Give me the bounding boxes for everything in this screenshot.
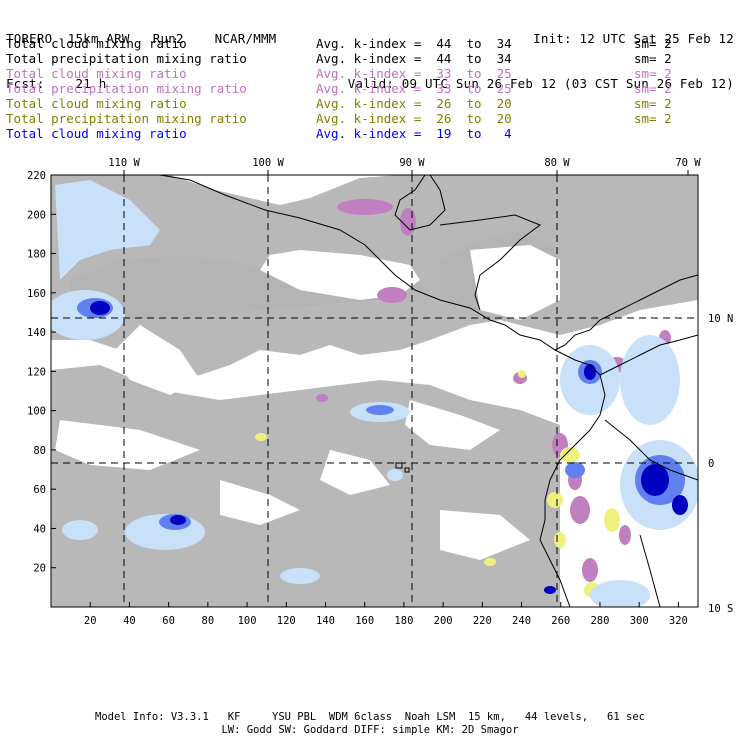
lon-label: 80 W bbox=[544, 157, 570, 169]
x-tick-label: 200 bbox=[434, 615, 453, 627]
lat-lon-grid bbox=[51, 175, 698, 607]
legend-field-name: Total cloud mixing ratio bbox=[6, 66, 187, 81]
y-tick-label: 140 bbox=[27, 327, 46, 339]
footer-model-info: Model Info: V3.3.1 KF YSU PBL WDM 6class… bbox=[95, 711, 645, 723]
legend-k-index-range: Avg. k-index = 26 to 20 bbox=[316, 96, 512, 111]
legend-smoothing: sm= 2 bbox=[634, 81, 672, 96]
lat-label: 10 N bbox=[708, 313, 733, 325]
header-title: TORERO 15km ARW Run2 NCAR/MMM bbox=[6, 31, 277, 46]
legend-k-index-range: Avg. k-index = 26 to 20 bbox=[316, 111, 512, 126]
legend-field-name: Total cloud mixing ratio bbox=[6, 126, 187, 141]
lat-label: 0 bbox=[708, 458, 714, 470]
legend-smoothing: sm= 2 bbox=[634, 96, 672, 111]
legend-field-name: Total precipitation mixing ratio bbox=[6, 111, 247, 126]
x-tick-label: 320 bbox=[669, 615, 688, 627]
legend-k-index-range: Avg. k-index = 44 to 34 bbox=[316, 51, 512, 66]
x-tick-label: 60 bbox=[162, 615, 175, 627]
legend-field-name: Total cloud mixing ratio bbox=[6, 36, 187, 51]
x-tick-label: 40 bbox=[123, 615, 136, 627]
y-tick-label: 220 bbox=[27, 170, 46, 182]
x-tick-label: 280 bbox=[590, 615, 609, 627]
cloud-field-dark-blue bbox=[90, 301, 688, 594]
y-tick-label: 40 bbox=[33, 523, 46, 535]
y-tick-label: 20 bbox=[33, 563, 46, 575]
header-init-time: Init: 12 UTC Sat 25 Feb 12 bbox=[533, 31, 734, 46]
map-plot: 20 40 60 80 100 120 140 160 180 200 220 240 260 280 30… bbox=[27, 157, 733, 627]
y-tick-label: 180 bbox=[27, 249, 46, 261]
y-tick-label: 160 bbox=[27, 288, 46, 300]
x-tick-label: 300 bbox=[630, 615, 649, 627]
footer-physics-info: LW: Godd SW: Goddard DIFF: simple KM: 2D… bbox=[221, 724, 519, 736]
header-valid-time: Valid: 09 UTC Sun 26 Feb 12 (03 CST Sun … bbox=[347, 76, 734, 91]
legend-smoothing: sm= 2 bbox=[634, 66, 672, 81]
header-right: Init: 12 UTC Sat 25 Feb 12 Valid: 09 UTC… bbox=[348, 1, 734, 106]
legend-k-index-range: Avg. k-index = 33 to 25 bbox=[316, 66, 512, 81]
lon-label: 90 W bbox=[399, 157, 425, 169]
lat-label: 10 S bbox=[708, 603, 733, 615]
y-tick-label: 80 bbox=[33, 445, 46, 457]
legend-k-index-range: Avg. k-index = 19 to 4 bbox=[316, 126, 512, 141]
lon-label: 110 W bbox=[108, 157, 140, 169]
legend-field-name: Total precipitation mixing ratio bbox=[6, 81, 247, 96]
x-tick-label: 180 bbox=[394, 615, 413, 627]
legend-smoothing: sm= 2 bbox=[634, 111, 672, 126]
lon-label: 100 W bbox=[252, 157, 284, 169]
legend-k-index-range: Avg. k-index = 44 to 34 bbox=[316, 36, 512, 51]
x-tick-label: 160 bbox=[355, 615, 374, 627]
x-tick-label: 100 bbox=[238, 615, 257, 627]
y-tick-label: 100 bbox=[27, 406, 46, 418]
map-frame bbox=[50, 174, 699, 608]
x-tick-label: 20 bbox=[84, 615, 97, 627]
legend-smoothing: sm= 2 bbox=[634, 36, 672, 51]
y-tick-label: 120 bbox=[27, 366, 46, 378]
lon-label: 70 W bbox=[675, 157, 701, 169]
header-forecast-hour: Fcst: 21 h bbox=[6, 76, 107, 91]
x-tick-label: 260 bbox=[551, 615, 570, 627]
legend-field-name: Total precipitation mixing ratio bbox=[6, 51, 247, 66]
legend-smoothing: sm= 2 bbox=[634, 51, 672, 66]
x-tick-label: 220 bbox=[473, 615, 492, 627]
x-tick-label: 140 bbox=[316, 615, 335, 627]
x-tick-label: 80 bbox=[202, 615, 215, 627]
x-tick-label: 120 bbox=[277, 615, 296, 627]
legend-k-index-range: Avg. k-index = 33 to 25 bbox=[316, 81, 512, 96]
header-left: TORERO 15km ARW Run2 NCAR/MMM Fcst: 21 h bbox=[6, 1, 276, 106]
coastlines bbox=[159, 175, 698, 607]
x-tick-label: 240 bbox=[512, 615, 531, 627]
legend-field-name: Total cloud mixing ratio bbox=[6, 96, 187, 111]
y-tick-label: 60 bbox=[33, 484, 46, 496]
y-tick-label: 200 bbox=[27, 209, 46, 221]
